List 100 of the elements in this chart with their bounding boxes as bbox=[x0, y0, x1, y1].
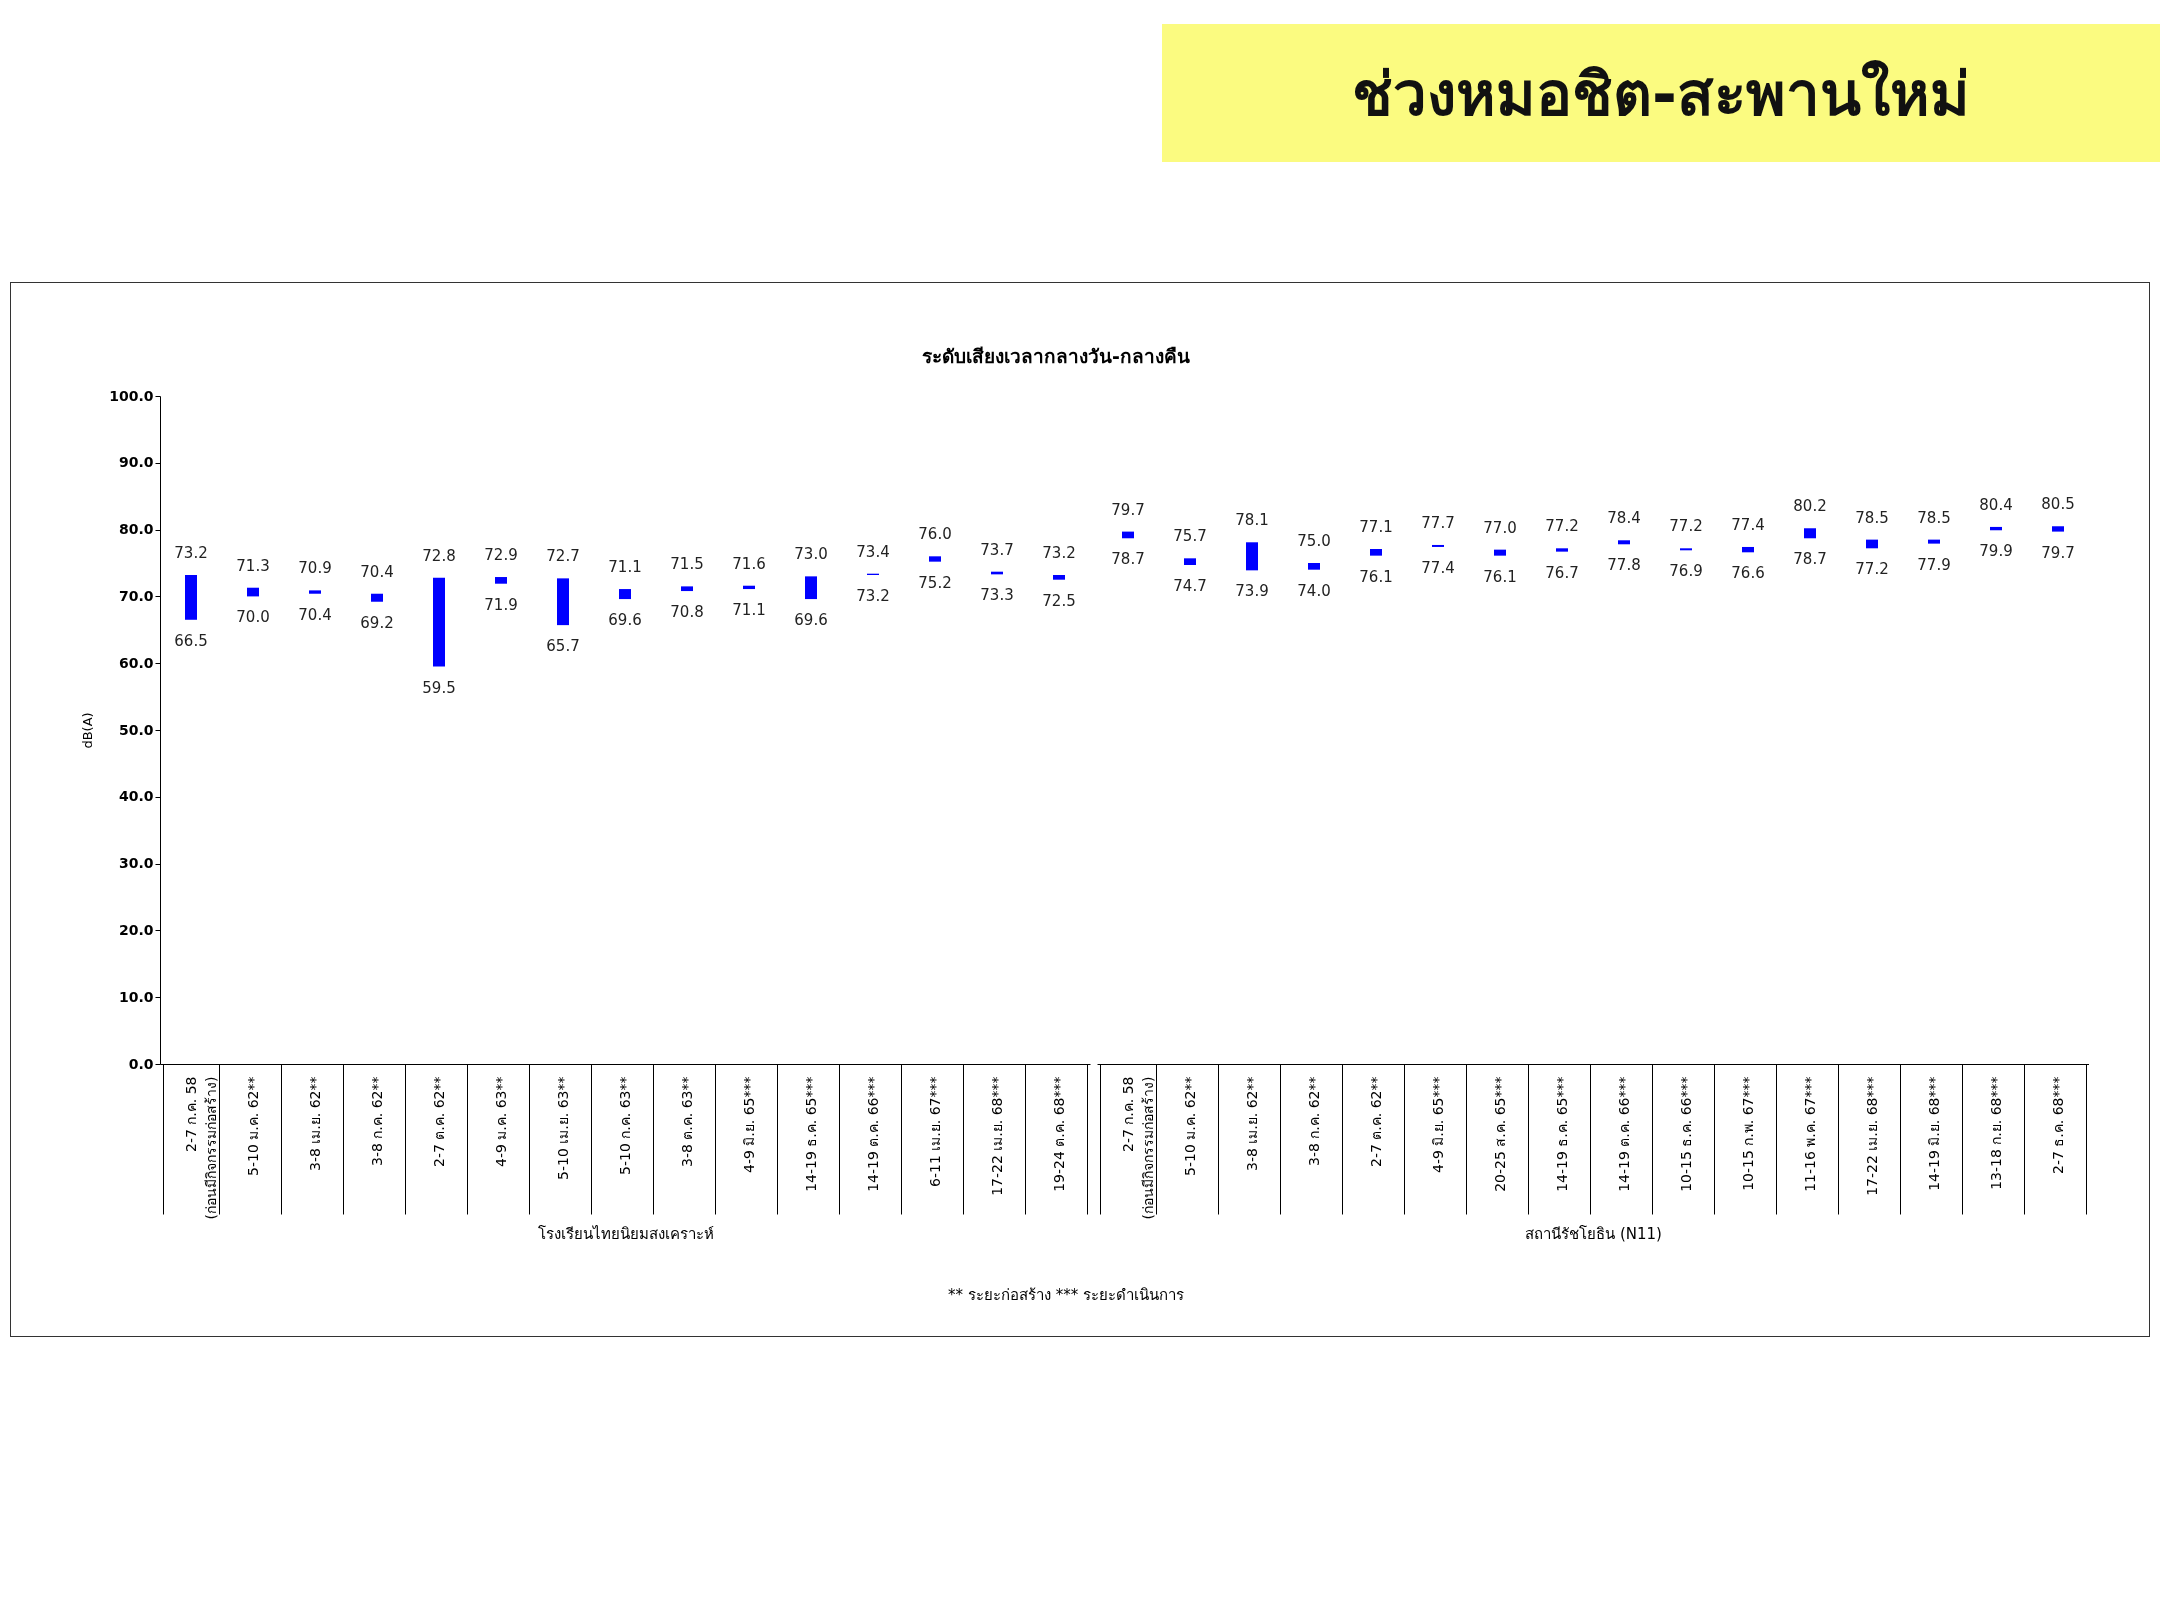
annotation: 77.7 bbox=[1421, 513, 1455, 532]
bar bbox=[1618, 540, 1630, 545]
y-tick-label: 50.0 bbox=[118, 721, 154, 738]
annotation: 74.7 bbox=[1173, 577, 1207, 595]
annotation: 75.2 bbox=[918, 573, 952, 592]
annotation: 73.3 bbox=[980, 586, 1014, 605]
bar bbox=[247, 587, 259, 597]
x-tick-label: 14-19 ต.ค. 66*** bbox=[864, 1076, 881, 1192]
y-tick-label: 0.0 bbox=[128, 1055, 154, 1072]
annotation: 70.4 bbox=[298, 605, 332, 624]
bar bbox=[929, 556, 941, 562]
y-tick-label: 10.0 bbox=[118, 988, 154, 1005]
x-tick-label: 17-22 เม.ย. 68*** bbox=[1863, 1076, 1880, 1196]
annotation: 77.8 bbox=[1607, 556, 1641, 575]
annotation: 72.9 bbox=[484, 546, 518, 565]
annotation: 72.8 bbox=[422, 546, 456, 565]
annotation: 79.7 bbox=[1111, 500, 1145, 519]
x-tick-label: 17-22 เม.ย. 68*** bbox=[988, 1076, 1005, 1196]
annotation: 75.7 bbox=[1173, 527, 1207, 546]
annotation: 76.7 bbox=[1545, 563, 1579, 582]
bar bbox=[619, 589, 631, 600]
x-tick-label: 14-19 มิ.ย. 68*** bbox=[1925, 1076, 1942, 1191]
x-tick-label: 5-10 ก.ค. 63** bbox=[616, 1076, 633, 1175]
annotation: 77.2 bbox=[1669, 517, 1703, 536]
annotation: 69.6 bbox=[794, 611, 828, 630]
annotation: 77.4 bbox=[1421, 558, 1455, 577]
x-tick-label: 13-18 ก.ย. 68*** bbox=[1987, 1076, 2004, 1190]
bar bbox=[681, 586, 693, 592]
bar bbox=[1990, 526, 2002, 531]
annotation: 70.4 bbox=[360, 562, 394, 581]
bar bbox=[185, 575, 197, 620]
bar bbox=[1804, 528, 1816, 539]
bar bbox=[1370, 548, 1382, 556]
x-tick-label: 3-8 ต.ค. 63** bbox=[678, 1076, 695, 1167]
annotation: 73.7 bbox=[980, 540, 1014, 559]
y-tick-label: 70.0 bbox=[118, 587, 154, 604]
bar bbox=[2052, 526, 2064, 532]
annotation: 76.1 bbox=[1359, 567, 1393, 586]
x-tick-label: 2-7 ธ.ค. 68*** bbox=[2049, 1076, 2066, 1174]
x-tick-label: 3-8 ก.ค. 62** bbox=[368, 1076, 385, 1166]
annotation: 59.5 bbox=[422, 678, 456, 697]
bar bbox=[433, 577, 445, 667]
annotation: 78.1 bbox=[1235, 511, 1269, 530]
x-tick-label: 10-15 ธ.ค. 66*** bbox=[1677, 1076, 1694, 1192]
annotation: 75.0 bbox=[1297, 532, 1331, 550]
bar bbox=[1184, 558, 1196, 565]
annotation: 70.8 bbox=[670, 603, 704, 622]
x-tick-label: 4-9 ม.ค. 63** bbox=[492, 1076, 509, 1167]
annotation: 77.2 bbox=[1855, 560, 1889, 579]
x-axis-title: โรงเรียนไทยนิยมสงเคราะห์ bbox=[537, 1225, 714, 1244]
annotation: 73.0 bbox=[794, 545, 828, 564]
y-tick-label: 80.0 bbox=[118, 521, 154, 538]
x-tick-label: 5-10 ม.ค. 62** bbox=[244, 1076, 261, 1176]
x-tick-label: 4-9 มิ.ย. 65*** bbox=[740, 1076, 757, 1173]
annotation: 78.7 bbox=[1111, 550, 1145, 569]
annotation: 79.9 bbox=[1979, 542, 2013, 561]
annotation: 76.6 bbox=[1731, 564, 1765, 583]
bar bbox=[1928, 539, 1940, 544]
x-tick-label: 14-19 ธ.ค. 65*** bbox=[802, 1076, 819, 1192]
annotation: 65.7 bbox=[546, 637, 580, 656]
annotation: 71.9 bbox=[484, 595, 518, 614]
x-tick-label: 5-10 เม.ย. 63** bbox=[554, 1076, 571, 1180]
annotation: 73.2 bbox=[856, 587, 890, 606]
annotation: 78.4 bbox=[1607, 509, 1641, 528]
x-tick-label: 2-7 ต.ค. 62** bbox=[1367, 1076, 1384, 1167]
x-tick-label: 2-7 ก.ค. 58 (ก่อนมีกิจกรรมก่อสร้าง) bbox=[1119, 1076, 1156, 1220]
x-tick-label: 5-10 ม.ค. 62** bbox=[1181, 1076, 1198, 1176]
annotation: 78.5 bbox=[1917, 508, 1951, 527]
x-tick-label: 14-19 ต.ค. 66*** bbox=[1615, 1076, 1632, 1192]
text: ** ระยะก่อสร้าง *** ระยะดำเนินการ bbox=[947, 1285, 1185, 1306]
x-tick-label: 11-16 พ.ค. 67*** bbox=[1801, 1076, 1818, 1192]
text: ระดับเสียงเวลากลางวัน-กลางคืน bbox=[921, 344, 1191, 369]
y-tick-label: 100.0 bbox=[109, 387, 154, 404]
annotation: 80.5 bbox=[2041, 495, 2075, 514]
bar bbox=[1246, 542, 1258, 571]
y-tick-label: 60.0 bbox=[118, 654, 154, 671]
bar bbox=[1122, 531, 1134, 539]
annotation: 76.9 bbox=[1669, 562, 1703, 581]
y-tick-label: 90.0 bbox=[118, 454, 154, 471]
x-tick-label: 10-15 ก.พ. 67*** bbox=[1739, 1076, 1756, 1191]
bar bbox=[1866, 539, 1878, 549]
annotation: 73.2 bbox=[174, 544, 208, 563]
y-tick-label: 30.0 bbox=[118, 855, 154, 872]
bar bbox=[1494, 549, 1506, 556]
x-tick-label: 20-25 ส.ค. 65*** bbox=[1491, 1076, 1508, 1192]
annotation: 73.2 bbox=[1042, 544, 1076, 563]
annotation: 80.4 bbox=[1979, 495, 2013, 514]
annotation: 70.9 bbox=[298, 559, 332, 578]
annotation: 77.4 bbox=[1731, 515, 1765, 534]
annotation: 78.7 bbox=[1793, 550, 1827, 569]
x-axis-title: สถานีรัชโยธิน (N11) bbox=[1525, 1225, 1662, 1244]
bar bbox=[495, 577, 507, 584]
x-tick-label: 14-19 ธ.ค. 65*** bbox=[1553, 1076, 1570, 1192]
bar bbox=[309, 590, 321, 594]
y-tick-label: 20.0 bbox=[118, 921, 154, 938]
x-tick-label: 4-9 มิ.ย. 65*** bbox=[1429, 1076, 1446, 1173]
annotation: 80.2 bbox=[1793, 497, 1827, 516]
annotation: 71.5 bbox=[670, 555, 704, 574]
x-tick-label: 6-11 เม.ย. 67*** bbox=[926, 1076, 943, 1187]
annotation: 76.1 bbox=[1483, 567, 1517, 586]
